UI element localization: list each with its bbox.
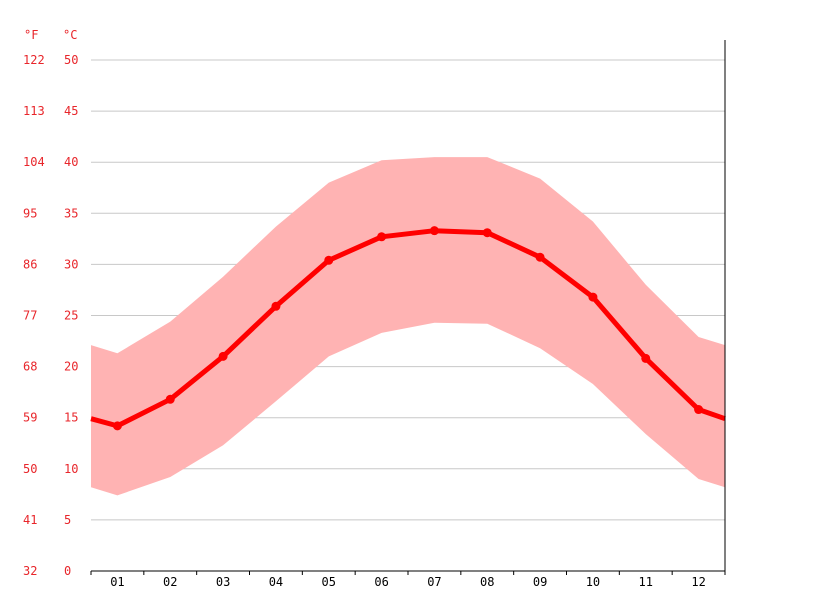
y-tick-fahrenheit: 32 xyxy=(23,564,37,578)
x-tick-label: 12 xyxy=(691,575,705,589)
y-tick-celsius: 20 xyxy=(64,360,78,374)
x-tick-label: 07 xyxy=(427,575,441,589)
y-tick-celsius: 15 xyxy=(64,411,78,425)
average-temperature-line xyxy=(90,226,726,431)
average-point xyxy=(694,405,704,415)
axes: 0 32 5 41 10 50 15 59 20 68 25 77 30 86 35 95 40 104 45 113… xyxy=(23,40,726,589)
average-point xyxy=(377,232,387,242)
y-tick-fahrenheit: 59 xyxy=(23,411,37,425)
y-tick-celsius: 0 xyxy=(64,564,71,578)
y-tick-celsius: 30 xyxy=(64,257,78,271)
y-tick-fahrenheit: 113 xyxy=(23,104,45,118)
x-tick-label: 10 xyxy=(586,575,600,589)
y-tick-celsius: 5 xyxy=(64,513,71,527)
y-tick-fahrenheit: 104 xyxy=(23,155,45,169)
average-point xyxy=(112,421,122,431)
x-tick-label: 08 xyxy=(480,575,494,589)
x-tick-label: 11 xyxy=(639,575,653,589)
y-tick-fahrenheit: 41 xyxy=(23,513,37,527)
average-point xyxy=(641,353,651,363)
fahrenheit-unit-label: °F xyxy=(24,28,38,42)
y-tick-celsius: 25 xyxy=(64,309,78,323)
y-tick-fahrenheit: 50 xyxy=(23,462,37,476)
y-tick-celsius: 35 xyxy=(64,206,78,220)
average-point xyxy=(165,394,175,404)
y-tick-celsius: 45 xyxy=(64,104,78,118)
x-tick-label: 03 xyxy=(216,575,230,589)
x-tick-label: 05 xyxy=(322,575,336,589)
celsius-unit-label: °C xyxy=(63,28,77,42)
average-point xyxy=(324,255,334,265)
y-tick-celsius: 40 xyxy=(64,155,78,169)
temperature-range-band xyxy=(91,157,725,496)
average-point xyxy=(482,228,492,238)
average-point xyxy=(535,252,545,262)
y-tick-fahrenheit: 122 xyxy=(23,53,45,67)
average-point xyxy=(271,301,281,311)
y-tick-fahrenheit: 86 xyxy=(23,257,37,271)
y-tick-fahrenheit: 95 xyxy=(23,206,37,220)
y-tick-fahrenheit: 77 xyxy=(23,309,37,323)
x-tick-label: 02 xyxy=(163,575,177,589)
average-point xyxy=(218,351,228,361)
y-tick-celsius: 10 xyxy=(64,462,78,476)
range-band-area xyxy=(91,157,725,496)
x-tick-label: 04 xyxy=(269,575,283,589)
y-tick-fahrenheit: 68 xyxy=(23,360,37,374)
average-point xyxy=(429,226,439,236)
x-tick-label: 06 xyxy=(374,575,388,589)
x-tick-label: 09 xyxy=(533,575,547,589)
average-point xyxy=(588,292,598,302)
y-tick-celsius: 50 xyxy=(64,53,78,67)
average-line xyxy=(90,228,726,429)
x-tick-label: 01 xyxy=(110,575,124,589)
